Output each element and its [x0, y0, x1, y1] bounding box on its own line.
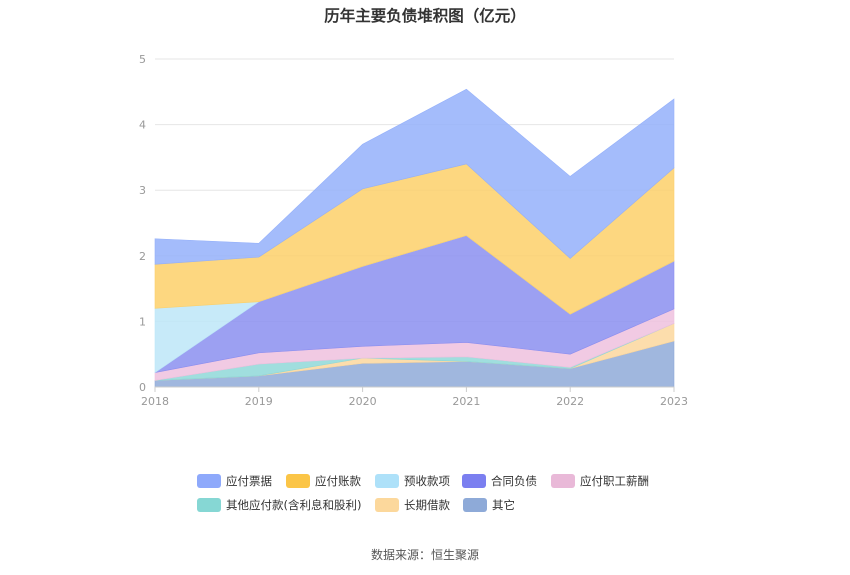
legend-label: 其它 [492, 498, 515, 512]
area-series [154, 88, 675, 388]
legend-label: 长期借款 [404, 498, 450, 512]
legend-item[interactable]: 应付账款 [286, 473, 361, 489]
legend-swatch [551, 474, 575, 488]
legend-item[interactable]: 其它 [463, 497, 515, 513]
legend-item[interactable]: 合同负债 [462, 473, 537, 489]
area-series-7 [154, 88, 675, 265]
legend-item[interactable]: 其他应付款(含利息和股利) [197, 497, 361, 513]
legend-label: 合同负债 [491, 474, 537, 488]
x-tick-label: 2018 [141, 395, 169, 408]
legend-item[interactable]: 长期借款 [375, 497, 450, 513]
legend-item[interactable]: 预收款项 [375, 473, 450, 489]
legend-label: 预收款项 [404, 474, 450, 488]
y-tick-label: 1 [139, 315, 146, 328]
legend-item[interactable]: 应付职工薪酬 [551, 473, 649, 489]
y-tick-label: 2 [139, 250, 146, 263]
x-tick-label: 2023 [660, 395, 688, 408]
legend-swatch [197, 474, 221, 488]
x-tick-label: 2021 [452, 395, 480, 408]
legend-swatch [286, 474, 310, 488]
x-tick-label: 2022 [556, 395, 584, 408]
legend-swatch [462, 474, 486, 488]
legend-swatch [375, 474, 399, 488]
legend-swatch [197, 498, 221, 512]
data-source-note: 数据来源：恒生聚源 [370, 548, 479, 562]
legend-label: 应付职工薪酬 [580, 474, 649, 488]
axes: 0 1 2 3 4 5 2018 2019 2020 2021 2022 2023 [139, 53, 688, 408]
legend-label: 其他应付款(含利息和股利) [226, 498, 362, 512]
legend-label: 应付票据 [226, 474, 272, 488]
x-tick-label: 2019 [245, 395, 273, 408]
chart-title: 历年主要负债堆积图（亿元） [324, 7, 526, 25]
legend-swatch [463, 498, 487, 512]
x-tick-label: 2020 [349, 395, 377, 408]
legend-label: 应付账款 [315, 474, 361, 488]
legend-swatch [375, 498, 399, 512]
y-tick-label: 0 [139, 381, 146, 394]
y-tick-label: 3 [139, 184, 146, 197]
stacked-area-chart: 0 1 2 3 4 5 2018 2019 2020 2021 2022 2023 [139, 53, 688, 408]
y-tick-label: 4 [139, 119, 146, 132]
y-tick-label: 5 [139, 53, 146, 66]
legend-item[interactable]: 应付票据 [197, 473, 272, 489]
